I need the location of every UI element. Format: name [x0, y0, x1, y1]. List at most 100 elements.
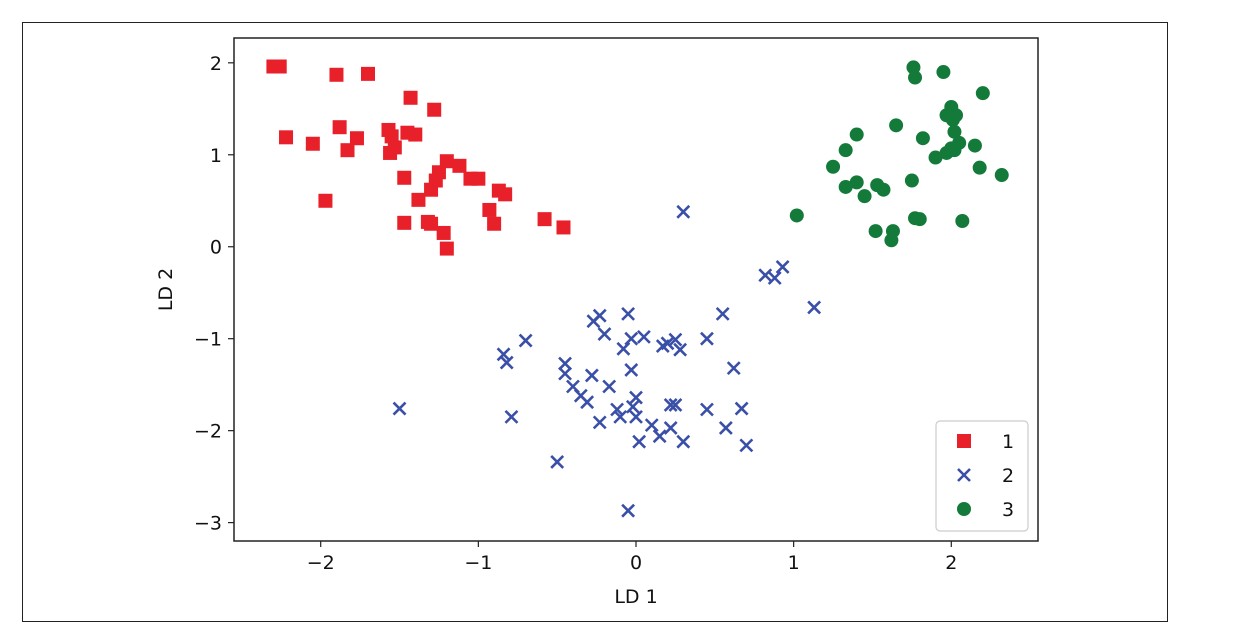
- data-point-series-1: [403, 90, 418, 105]
- data-point-series-2: [652, 429, 667, 444]
- data-point-series-2: [718, 420, 733, 435]
- data-point-series-3: [908, 70, 923, 85]
- data-point-series-1: [427, 102, 442, 117]
- data-point-series-3: [885, 224, 900, 239]
- data-point-series-2: [602, 379, 617, 394]
- data-point-series-2: [625, 399, 640, 414]
- data-point-series-1: [397, 170, 412, 185]
- y-tick-label: 1: [210, 145, 222, 167]
- data-point-series-1: [452, 158, 467, 173]
- series-2: [392, 204, 822, 518]
- data-point-series-1: [279, 130, 294, 145]
- data-point-series-1: [411, 192, 426, 207]
- legend-marker-2: [957, 468, 971, 482]
- y-tick-label: −3: [194, 513, 222, 535]
- data-point-series-2: [616, 341, 631, 356]
- series-1: [266, 59, 571, 256]
- data-point-series-3: [904, 173, 919, 188]
- data-point-series-1: [556, 220, 571, 235]
- data-point-series-1: [482, 202, 497, 217]
- data-point-series-2: [610, 402, 625, 417]
- data-point-series-2: [644, 418, 659, 433]
- data-point-series-2: [700, 402, 714, 417]
- data-point-series-3: [975, 86, 990, 101]
- data-point-series-2: [629, 409, 643, 424]
- data-point-series-1: [408, 127, 423, 142]
- x-tick-label: 0: [630, 552, 642, 574]
- data-point-series-2: [558, 356, 572, 371]
- y-tick-label: −1: [194, 329, 222, 351]
- data-point-series-3: [915, 131, 930, 146]
- data-point-series-2: [580, 395, 595, 410]
- data-point-series-2: [629, 390, 643, 405]
- data-point-series-2: [676, 204, 691, 219]
- data-point-series-2: [676, 434, 691, 449]
- data-point-series-2: [550, 454, 565, 469]
- data-point-series-2: [767, 271, 782, 285]
- data-point-series-3: [849, 127, 864, 142]
- data-point-series-3: [972, 160, 987, 175]
- data-point-series-1: [329, 67, 344, 82]
- data-point-series-1: [305, 136, 320, 151]
- data-point-series-1: [318, 193, 333, 208]
- data-point-series-2: [673, 342, 688, 357]
- data-point-series-2: [496, 347, 511, 362]
- data-point-series-2: [558, 366, 572, 381]
- x-tick-label: 1: [788, 552, 800, 574]
- x-tick-label: −1: [464, 552, 492, 574]
- data-point-series-1: [424, 216, 439, 231]
- data-point-series-3: [849, 175, 864, 190]
- ticks-layer: −2 −1 0 1 2 −3 −2 −1 0 1 2: [194, 53, 957, 574]
- y-tick-label: 0: [210, 237, 222, 259]
- data-point-series-3: [994, 168, 1009, 183]
- data-point-series-3: [826, 159, 841, 174]
- data-point-series-2: [613, 409, 628, 424]
- data-point-series-3: [789, 208, 804, 223]
- data-point-series-1: [397, 215, 412, 230]
- data-point-series-2: [592, 415, 607, 430]
- data-point-series-1: [384, 129, 399, 144]
- series-3: [789, 60, 1009, 248]
- data-point-series-1: [387, 140, 402, 155]
- plot-area: [233, 37, 1039, 542]
- data-point-series-1: [471, 171, 486, 186]
- data-point-series-1: [431, 165, 446, 180]
- data-point-series-2: [392, 401, 407, 416]
- data-point-series-2: [504, 409, 519, 424]
- data-point-series-3: [947, 124, 962, 139]
- data-point-series-2: [632, 434, 647, 449]
- data-point-series-1: [361, 66, 375, 81]
- x-tick-label: −2: [307, 552, 335, 574]
- legend-label-2: 2: [1002, 465, 1014, 487]
- y-tick-label: −2: [194, 421, 222, 443]
- data-point-series-2: [775, 260, 790, 274]
- legend-label-1: 1: [1002, 431, 1014, 453]
- data-point-series-2: [624, 331, 639, 346]
- data-point-series-2: [597, 327, 612, 342]
- y-tick-label: 2: [210, 53, 222, 75]
- data-point-series-3: [889, 118, 904, 133]
- data-point-series-2: [584, 368, 599, 383]
- data-point-series-3: [928, 150, 943, 165]
- legend-label-3: 3: [1002, 499, 1014, 521]
- data-point-series-1: [439, 241, 454, 256]
- x-axis-label: LD 1: [614, 586, 657, 608]
- data-point-series-3: [868, 224, 883, 239]
- data-point-series-2: [668, 397, 683, 412]
- data-point-series-2: [739, 438, 754, 453]
- data-point-series-2: [518, 333, 533, 348]
- data-point-series-2: [758, 268, 773, 283]
- data-point-series-2: [715, 306, 730, 321]
- data-point-series-2: [807, 300, 822, 315]
- data-point-series-1: [436, 225, 451, 240]
- data-point-series-3: [838, 143, 853, 158]
- data-point-series-3: [944, 141, 959, 156]
- data-point-series-1: [439, 154, 454, 169]
- data-point-series-2: [734, 401, 749, 416]
- data-point-series-3: [876, 182, 891, 197]
- data-point-series-3: [912, 212, 927, 227]
- x-tick-label: 2: [945, 552, 957, 574]
- data-point-series-2: [660, 336, 675, 351]
- data-point-series-2: [700, 331, 714, 346]
- data-point-series-3: [949, 108, 964, 123]
